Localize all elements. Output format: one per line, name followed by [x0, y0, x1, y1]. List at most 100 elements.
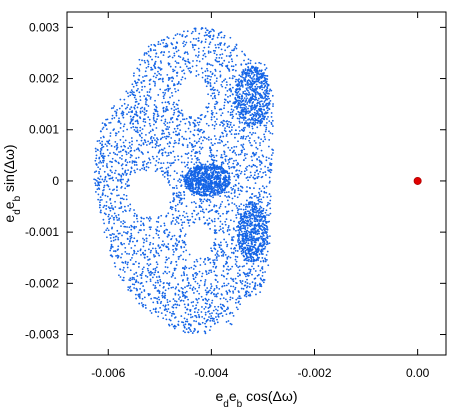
scatter-point — [243, 265, 245, 267]
scatter-point — [223, 34, 226, 37]
scatter-point — [112, 129, 115, 131]
scatter-point — [223, 98, 226, 101]
scatter-point — [268, 193, 271, 195]
scatter-point — [144, 112, 147, 115]
scatter-point — [207, 102, 210, 105]
scatter-point — [188, 170, 191, 172]
scatter-point — [252, 246, 255, 249]
scatter-point — [224, 223, 227, 226]
scatter-point — [144, 75, 146, 77]
scatter-point — [121, 114, 124, 117]
scatter-point — [162, 173, 164, 176]
scatter-point — [142, 80, 145, 82]
scatter-point — [165, 137, 168, 140]
scatter-point — [139, 169, 142, 171]
scatter-point — [208, 303, 211, 306]
scatter-point — [235, 145, 238, 148]
scatter-point — [176, 245, 178, 247]
scatter-point — [236, 54, 238, 57]
scatter-point — [239, 233, 242, 236]
scatter-point — [231, 69, 234, 71]
scatter-point — [239, 229, 242, 231]
scatter-point — [189, 124, 191, 126]
scatter-point — [167, 152, 170, 154]
scatter-point — [264, 174, 267, 176]
scatter-point — [204, 263, 207, 266]
scatter-point — [240, 149, 243, 152]
scatter-point — [125, 153, 128, 156]
scatter-point — [204, 27, 207, 30]
scatter-point — [213, 82, 216, 85]
scatter-point — [102, 126, 105, 129]
scatter-point — [140, 302, 143, 304]
scatter-point — [255, 74, 258, 77]
scatter-point — [256, 102, 258, 105]
scatter-point — [252, 176, 255, 179]
scatter-point — [166, 45, 169, 48]
scatter-point — [198, 146, 201, 149]
scatter-point — [257, 246, 260, 249]
scatter-point — [108, 121, 111, 124]
scatter-point — [151, 272, 154, 274]
scatter-point — [257, 196, 260, 199]
scatter-point — [229, 149, 231, 151]
scatter-point — [191, 193, 193, 196]
scatter-point — [254, 92, 257, 94]
scatter-point — [108, 188, 111, 191]
scatter-point — [125, 158, 127, 161]
scatter-point — [171, 274, 174, 276]
scatter-point — [234, 69, 237, 72]
scatter-point — [252, 75, 255, 78]
scatter-point — [258, 249, 260, 252]
scatter-point — [246, 110, 249, 113]
scatter-point — [141, 128, 144, 131]
scatter-point — [238, 96, 240, 99]
scatter-point — [126, 113, 128, 116]
scatter-point — [234, 106, 236, 109]
scatter-point — [216, 149, 219, 152]
scatter-point — [170, 221, 173, 224]
scatter-point — [236, 88, 239, 91]
scatter-point — [162, 304, 165, 307]
scatter-point — [264, 218, 267, 221]
scatter-point — [174, 204, 177, 207]
scatter-point — [126, 266, 129, 269]
scatter-point — [235, 169, 238, 172]
scatter-point — [151, 58, 153, 61]
scatter-point — [243, 104, 246, 107]
scatter-point — [236, 173, 239, 176]
scatter-point — [214, 278, 217, 281]
scatter-point — [136, 275, 139, 277]
scatter-point — [166, 125, 169, 128]
scatter-point — [134, 101, 137, 103]
scatter-point — [231, 209, 234, 212]
scatter-point — [142, 217, 145, 220]
scatter-point — [155, 266, 158, 269]
scatter-point — [110, 243, 113, 246]
scatter-point — [131, 110, 134, 112]
scatter-point — [173, 127, 176, 130]
scatter-point — [177, 107, 179, 110]
scatter-point — [187, 219, 190, 222]
scatter-point — [247, 74, 250, 77]
scatter-point — [221, 62, 224, 65]
scatter-point — [138, 116, 141, 119]
scatter-point — [246, 216, 249, 219]
scatter-point — [200, 198, 203, 201]
scatter-point — [218, 229, 221, 232]
scatter-point — [214, 225, 216, 227]
scatter-point — [260, 198, 263, 201]
scatter-point — [205, 186, 207, 189]
scatter-point — [243, 255, 245, 258]
scatter-point — [235, 78, 238, 81]
scatter-point — [195, 184, 197, 187]
scatter-point — [198, 158, 200, 161]
scatter-point — [143, 124, 146, 127]
scatter-point — [151, 139, 154, 142]
scatter-point — [140, 151, 143, 153]
scatter-point — [245, 199, 248, 202]
scatter-point — [172, 103, 175, 106]
scatter-point — [160, 74, 162, 76]
scatter-point — [154, 308, 157, 311]
scatter-point — [168, 284, 171, 287]
